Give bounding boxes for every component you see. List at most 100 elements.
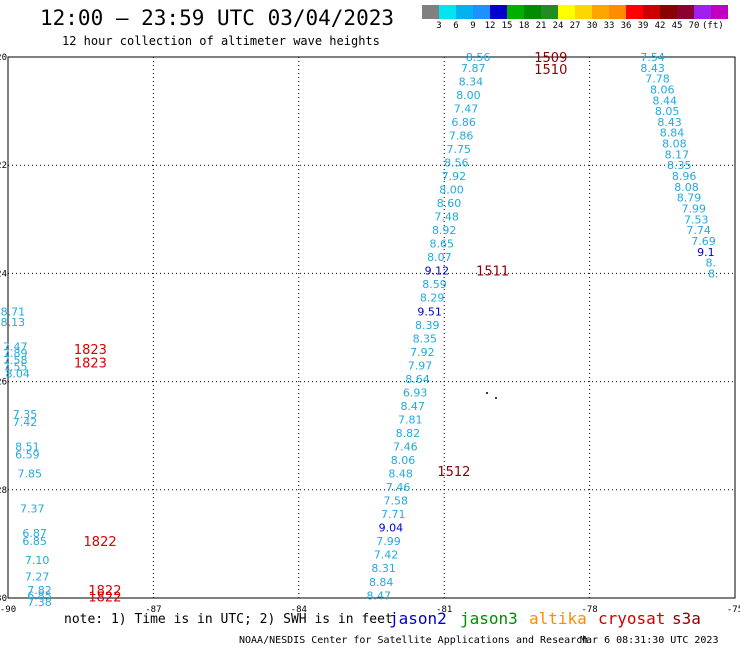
color-scale-label: 18 (518, 21, 530, 31)
wave-height-value: 6.85 (22, 535, 47, 548)
x-tick-label: -84 (291, 605, 307, 615)
wave-height-value: 7.69 (691, 235, 716, 248)
color-scale-label: 45 (671, 21, 683, 31)
color-swatch (524, 5, 541, 19)
color-scale-label: 33 (603, 21, 615, 31)
footnote: note: 1) Time is in UTC; 2) SWH is in fe… (64, 612, 393, 627)
color-swatch (439, 5, 456, 19)
time-labels: 1509151014101411151115121823182318221822… (74, 51, 568, 605)
color-swatch (558, 5, 575, 19)
color-scale-label: 27 (569, 21, 581, 31)
pass-time-label: 1510 (534, 63, 567, 78)
wave-height-value: 7.46 (393, 441, 418, 454)
wave-height-value: 8. (706, 257, 717, 270)
color-scale-label: 36 (620, 21, 632, 31)
y-tick-label: -28 (0, 486, 7, 496)
wave-height-value: 8.06 (391, 454, 416, 467)
legend-s3a: s3a (672, 609, 701, 628)
wave-height-value: 8.06 (650, 83, 675, 96)
color-swatch (490, 5, 507, 19)
wave-height-value: 9.12 (425, 265, 450, 278)
wave-height-value: 8.08 (662, 138, 687, 151)
pass-time-label: 1509 (534, 51, 567, 66)
wave-height-value: 7.86 (449, 129, 474, 142)
wave-height-value: 8. (708, 267, 719, 280)
color-swatch (677, 5, 694, 19)
y-tick-label: -22 (0, 161, 7, 171)
wave-height-value: 8.07 (427, 251, 452, 264)
wave-height-value: 8.00 (439, 184, 464, 197)
x-tick-label: -87 (145, 605, 161, 615)
y-tick-label: -20 (0, 53, 7, 63)
color-swatch (592, 5, 609, 19)
wave-height-value: 7.58 (383, 495, 408, 508)
plot-frame (7, 56, 736, 599)
wave-height-value: 9.1 (697, 246, 715, 259)
wave-height-value: 7.37 (20, 503, 45, 516)
x-tick-label: -78 (581, 605, 597, 615)
wave-height-value: 7.87 (461, 62, 486, 75)
color-swatch (473, 5, 490, 19)
color-swatch (609, 5, 626, 19)
color-scale-label: 3 (436, 21, 442, 31)
color-scale-label: 15 (501, 21, 513, 31)
wave-height-value: 8.64 (405, 373, 430, 386)
color-scale-label: 21 (535, 21, 547, 31)
pass-time-label: 1823 (74, 357, 107, 372)
color-scale-label: 30 (586, 21, 598, 31)
y-tick-label: -26 (0, 378, 7, 388)
color-scale-label: 6 (453, 21, 459, 31)
wave-height-value: 8.04 (5, 367, 30, 380)
wave-height-value: 8.35 (413, 332, 438, 345)
wave-height-value: 8.92 (432, 224, 457, 237)
wave-height-value: 7.27 (25, 570, 50, 583)
wave-height-value: 6.85 (27, 589, 52, 602)
wave-height-value: 7.42 (374, 549, 399, 562)
wave-height-value: 8.17 (665, 148, 690, 161)
wave-height-value: 7.46 (386, 481, 411, 494)
wave-height-value: 8.48 (388, 468, 413, 481)
color-scale-label: 12 (484, 21, 496, 31)
wave-height-value: 7.10 (25, 554, 50, 567)
color-scale-unit: (ft) (702, 21, 724, 31)
wave-height-value: 8.96 (672, 170, 697, 183)
wave-height-value: 8.65 (430, 238, 455, 251)
wave-height-value: 8.71 (1, 305, 26, 318)
wave-height-value: 7.58 (3, 354, 28, 367)
y-tick-label: -24 (0, 269, 7, 279)
wave-height-value: 7.53 (684, 213, 709, 226)
wave-height-value: 8.79 (677, 192, 702, 205)
wave-height-value: 7.99 (376, 535, 401, 548)
wave-height-value: 8.43 (657, 116, 682, 129)
isolated-point-mark (495, 397, 497, 399)
wave-height-value: 8.00 (456, 89, 481, 102)
pass-time-label: 1822 (88, 590, 121, 605)
wave-height-value: 7.42 (13, 416, 38, 429)
x-tick-label: -90 (0, 605, 16, 615)
footer-credit: NOAA/NESDIS Center for Satellite Applica… (239, 635, 589, 646)
wave-height-value: 8.60 (437, 197, 462, 210)
legend-jason3: jason3 (460, 609, 518, 628)
footer-timestamp: Mar 6 08:31:30 UTC 2023 (580, 635, 719, 646)
color-scale-label: 9 (470, 21, 476, 31)
wave-height-value: 8.56 (466, 51, 491, 64)
color-scale-label: 42 (654, 21, 666, 31)
wave-height-value: 7.47 (3, 340, 28, 353)
wave-height-value: 6.59 (15, 449, 40, 462)
color-scale-label: 24 (552, 21, 564, 31)
wave-height-value: 7.75 (446, 143, 471, 156)
wave-height-value: 7.47 (454, 102, 479, 115)
wave-height-value: 7.54 (640, 51, 665, 64)
chart-subtitle: 12 hour collection of altimeter wave hei… (62, 34, 380, 48)
wave-height-value: 8.35 (667, 159, 692, 172)
color-swatch (626, 5, 643, 19)
wave-height-value: 8.47 (367, 589, 392, 602)
legend-cryosat: cryosat (598, 609, 666, 628)
color-swatch (422, 5, 439, 19)
pass-time-label: 1822 (84, 535, 117, 550)
pass-time-label: 1822 (88, 584, 121, 599)
color-swatch (643, 5, 660, 19)
wave-height-value: 7.78 (645, 73, 670, 86)
color-swatch (541, 5, 558, 19)
